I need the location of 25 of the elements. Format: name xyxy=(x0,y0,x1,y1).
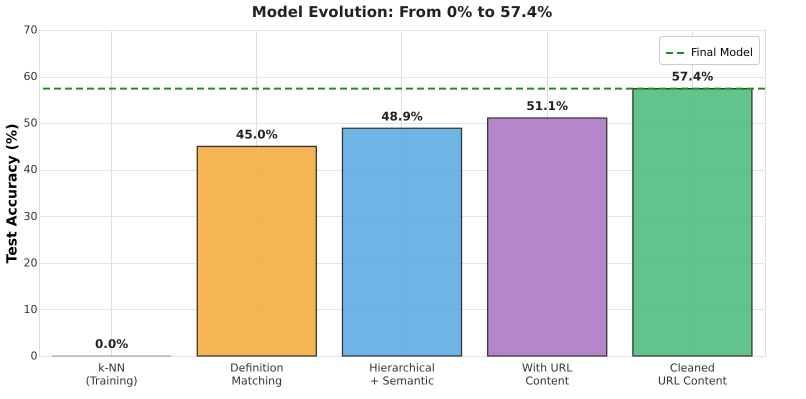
bar xyxy=(196,146,317,357)
y-tick-label: 10 xyxy=(24,302,38,316)
y-tick-label: 50 xyxy=(24,116,38,130)
x-tick-label: k-NN (Training) xyxy=(86,362,138,388)
bar xyxy=(487,117,608,357)
y-axis-title: Test Accuracy (%) xyxy=(4,124,21,264)
y-tick-label: 60 xyxy=(24,70,38,84)
y-tick-label: 20 xyxy=(24,256,38,270)
data-label: 57.4% xyxy=(672,70,714,84)
data-label: 45.0% xyxy=(236,127,278,142)
data-label: 51.1% xyxy=(526,99,568,114)
legend-label: Final Model xyxy=(691,46,753,59)
x-tick-label: With URL Content xyxy=(522,362,574,388)
x-tick-label: Definition Matching xyxy=(230,362,284,388)
x-tick-label: Hierarchical + Semantic xyxy=(369,362,435,388)
y-tick-label: 0 xyxy=(30,350,38,362)
x-tick-label: Cleaned URL Content xyxy=(658,362,728,388)
data-label: 0.0% xyxy=(94,337,128,351)
y-tick-label: 30 xyxy=(24,210,38,223)
bar xyxy=(632,88,753,357)
chart-title: Model Evolution: From 0% to 57.4% xyxy=(252,3,552,21)
bar xyxy=(342,128,462,357)
y-tick-label: 70 xyxy=(24,24,38,36)
y-tick-label: 40 xyxy=(24,163,38,176)
data-label: 48.9% xyxy=(381,109,423,124)
